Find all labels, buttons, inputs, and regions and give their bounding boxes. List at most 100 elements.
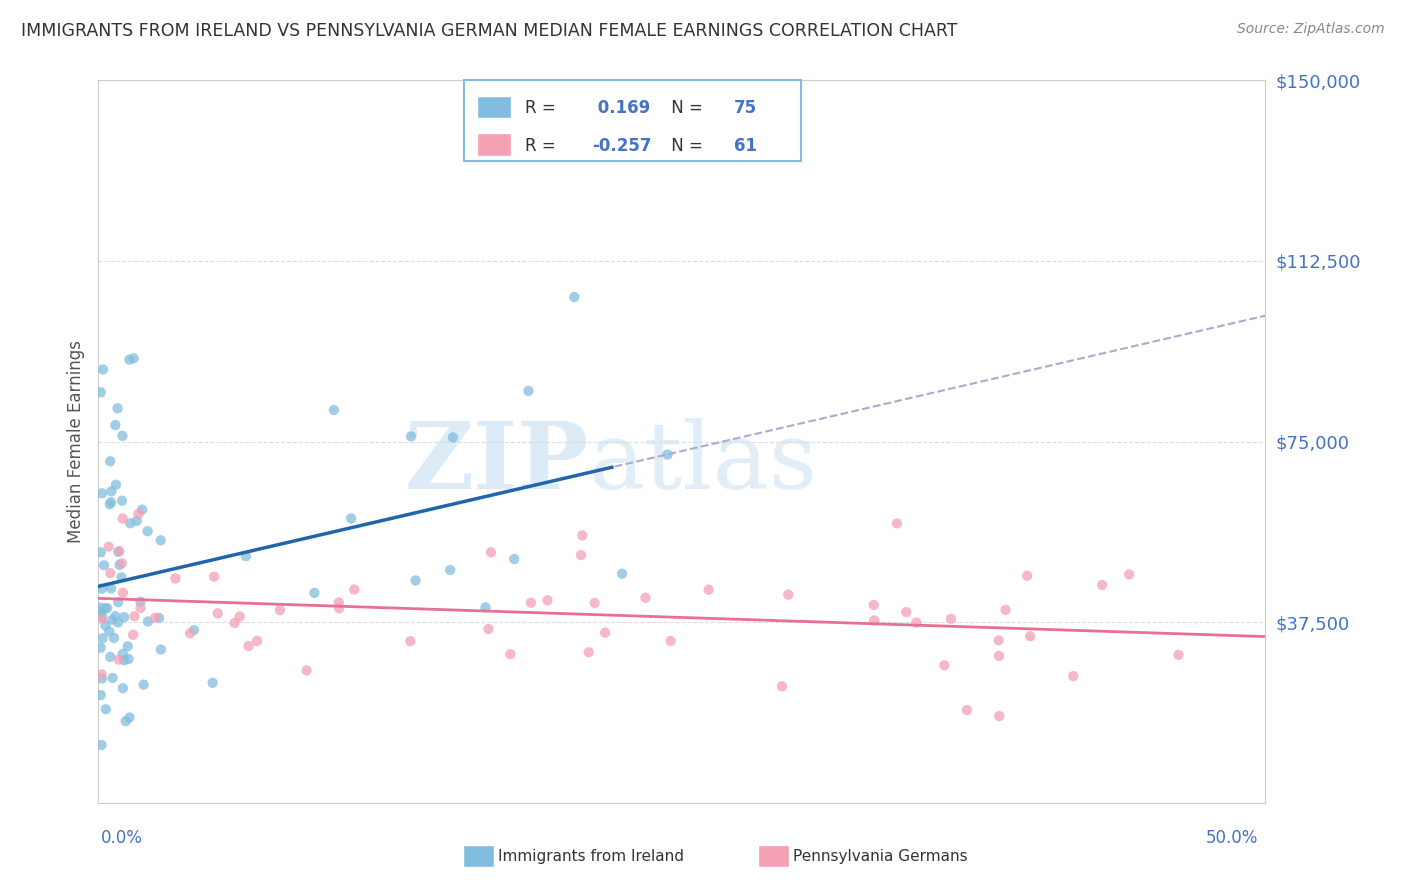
- Point: [202, 570, 225, 584]
- Point: [90, 640, 112, 655]
- Point: [90, 605, 112, 619]
- Point: [896, 605, 918, 619]
- Text: 0.169: 0.169: [592, 99, 651, 118]
- Point: [987, 633, 1010, 648]
- Point: [124, 609, 146, 624]
- Point: [246, 634, 269, 648]
- Point: [114, 714, 136, 728]
- Point: [536, 593, 558, 607]
- Point: [90, 672, 112, 686]
- Point: [101, 613, 124, 627]
- Point: [956, 703, 979, 717]
- Text: R =: R =: [524, 99, 561, 118]
- Point: [1019, 629, 1042, 643]
- Point: [91, 612, 114, 626]
- Point: [477, 622, 499, 636]
- Point: [90, 688, 112, 702]
- Point: [93, 558, 115, 573]
- Point: [441, 430, 464, 444]
- Text: IMMIGRANTS FROM IRELAND VS PENNSYLVANIA GERMAN MEDIAN FEMALE EARNINGS CORRELATIO: IMMIGRANTS FROM IRELAND VS PENNSYLVANIA …: [21, 22, 957, 40]
- Point: [886, 516, 908, 531]
- Point: [94, 618, 117, 632]
- Point: [697, 582, 720, 597]
- Point: [94, 702, 117, 716]
- Point: [328, 595, 350, 609]
- Text: 75: 75: [734, 99, 756, 118]
- Point: [399, 429, 422, 443]
- Point: [235, 549, 257, 564]
- Point: [905, 615, 928, 630]
- Point: [117, 652, 139, 666]
- Point: [634, 591, 657, 605]
- Point: [269, 603, 291, 617]
- Point: [90, 600, 112, 615]
- Y-axis label: Median Female Earnings: Median Female Earnings: [66, 340, 84, 543]
- Point: [91, 362, 114, 376]
- Point: [98, 497, 121, 511]
- Point: [122, 628, 145, 642]
- Point: [1091, 578, 1114, 592]
- Point: [107, 401, 129, 416]
- Point: [90, 667, 112, 681]
- Point: [101, 671, 124, 685]
- Text: 61: 61: [734, 137, 756, 155]
- Point: [863, 614, 886, 628]
- Point: [118, 710, 141, 724]
- Point: [988, 709, 1011, 723]
- Point: [657, 448, 679, 462]
- Point: [110, 570, 132, 584]
- Point: [112, 653, 135, 667]
- Point: [91, 486, 114, 500]
- Point: [610, 566, 633, 581]
- Point: [143, 610, 166, 624]
- Point: [499, 647, 522, 661]
- Text: 0.0%: 0.0%: [101, 829, 143, 847]
- Point: [201, 675, 224, 690]
- Point: [111, 493, 134, 508]
- Point: [569, 548, 592, 562]
- Point: [104, 477, 127, 491]
- Point: [91, 631, 114, 645]
- Point: [517, 384, 540, 398]
- Point: [117, 640, 139, 654]
- Point: [479, 545, 502, 559]
- Point: [90, 738, 112, 752]
- Text: Immigrants from Ireland: Immigrants from Ireland: [498, 849, 683, 863]
- Point: [100, 484, 122, 499]
- Point: [98, 566, 121, 580]
- FancyBboxPatch shape: [478, 133, 512, 156]
- Point: [98, 649, 121, 664]
- Point: [439, 563, 461, 577]
- Point: [112, 610, 135, 624]
- Point: [295, 664, 318, 678]
- Point: [103, 631, 125, 645]
- Point: [304, 586, 326, 600]
- Point: [90, 582, 112, 596]
- Text: 50.0%: 50.0%: [1206, 829, 1258, 847]
- Point: [91, 609, 114, 624]
- Point: [90, 545, 112, 559]
- Point: [1017, 568, 1039, 582]
- Point: [111, 511, 134, 525]
- Point: [238, 639, 260, 653]
- Point: [131, 502, 153, 516]
- Text: ZIP: ZIP: [405, 418, 589, 508]
- Point: [988, 648, 1011, 663]
- Text: -0.257: -0.257: [592, 137, 652, 155]
- Point: [107, 615, 129, 630]
- Point: [148, 611, 170, 625]
- Point: [96, 601, 118, 615]
- Point: [111, 647, 134, 661]
- Point: [136, 524, 159, 539]
- Point: [571, 528, 593, 542]
- Point: [122, 351, 145, 366]
- Point: [104, 609, 127, 624]
- Point: [994, 603, 1017, 617]
- Point: [328, 601, 350, 615]
- Point: [98, 624, 121, 639]
- Point: [778, 588, 800, 602]
- Point: [149, 533, 172, 548]
- Point: [108, 544, 131, 558]
- Point: [107, 652, 129, 666]
- Point: [770, 679, 793, 693]
